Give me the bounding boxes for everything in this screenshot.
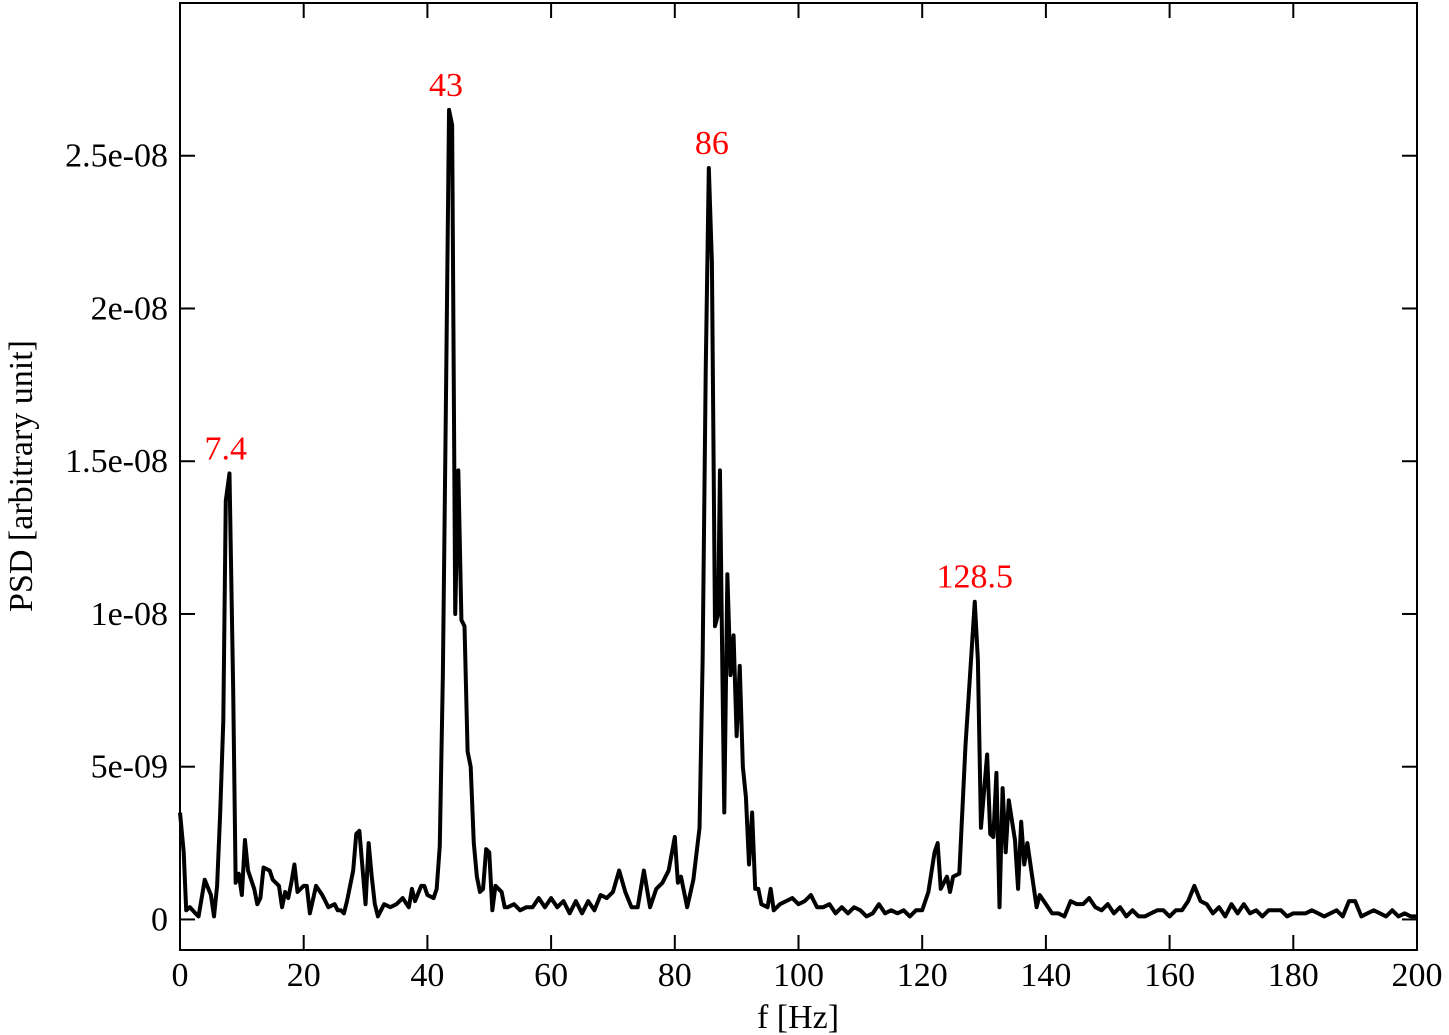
x-tick-label: 120 [897, 957, 948, 994]
x-tick-label: 80 [658, 957, 692, 994]
x-tick-label: 0 [172, 957, 189, 994]
x-tick-label: 160 [1144, 957, 1195, 994]
y-tick-label: 1.5e-08 [65, 443, 168, 480]
y-axis-label: PSD [arbitrary unit] [3, 340, 40, 612]
peak-annotation: 86 [695, 125, 729, 162]
plot-frame [179, 2, 1418, 951]
y-tick-label: 0 [151, 901, 168, 938]
peak-annotation: 128.5 [937, 559, 1014, 596]
x-tick-label: 200 [1392, 957, 1443, 994]
psd-line [178, 107, 1417, 919]
peak-annotation: 7.4 [205, 430, 248, 467]
x-tick-label: 180 [1268, 957, 1319, 994]
y-tick-label: 5e-09 [91, 749, 168, 786]
peak-annotation: 43 [429, 67, 463, 104]
y-tick-label: 2e-08 [91, 290, 168, 327]
x-tick-label: 60 [534, 957, 568, 994]
x-axis-label: f [Hz] [757, 999, 839, 1035]
y-tick-label: 2.5e-08 [65, 138, 168, 175]
y-tick-label: 1e-08 [91, 596, 168, 633]
x-tick-label: 100 [773, 957, 824, 994]
x-tick-label: 40 [410, 957, 444, 994]
x-tick-label: 140 [1020, 957, 1071, 994]
x-tick-label: 20 [287, 957, 321, 994]
